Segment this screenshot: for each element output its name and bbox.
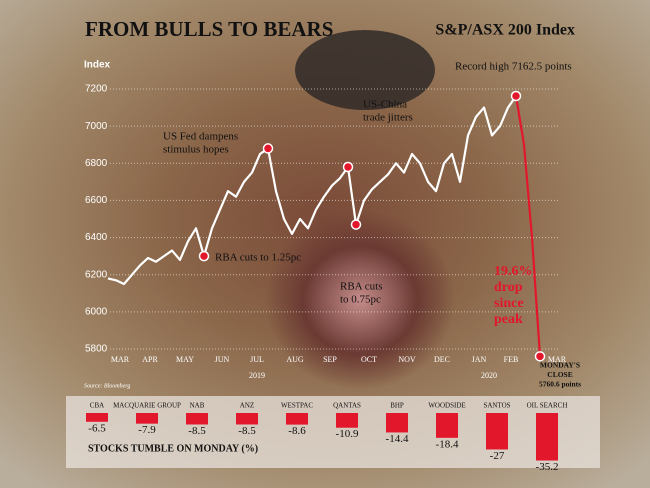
value-label: -8.6 (288, 425, 306, 437)
chart-title: FROM BULLS TO BEARS (85, 17, 333, 41)
annotation: drop (494, 280, 523, 295)
bar (336, 413, 358, 428)
value-label: -10.9 (336, 428, 359, 440)
x-tick-label: APR (142, 355, 158, 364)
x-tick-label: FEB (504, 355, 519, 364)
bar (236, 413, 258, 425)
x-tick-label: NOV (398, 355, 416, 364)
stock-name: MACQUARIE GROUP (113, 402, 181, 410)
y-axis-label: Index (84, 60, 111, 71)
stock-name: QANTAS (333, 402, 361, 410)
annotation-point (198, 250, 210, 262)
x-tick-label: JUL (250, 355, 264, 364)
bar (286, 413, 308, 425)
annotation: RBA cuts to 1.25pc (215, 252, 301, 264)
year-label: 2020 (481, 371, 497, 380)
y-tick-label: 5800 (85, 344, 108, 355)
x-tick-label: OCT (361, 355, 377, 364)
annotation-point (262, 143, 274, 154)
y-tick-label: 6600 (85, 195, 108, 206)
stock-name: BHP (390, 402, 404, 410)
annotation-point (350, 219, 362, 230)
bear-nose (295, 30, 435, 110)
year-label: 2019 (249, 371, 265, 380)
annotation: stimulus hopes (163, 144, 229, 156)
bar (436, 413, 458, 438)
x-tick-label: MAR (111, 355, 130, 364)
stocks-title: STOCKS TUMBLE ON MONDAY (%) (88, 443, 258, 454)
annotation-point (534, 351, 546, 362)
annotation: US Fed dampens (163, 131, 238, 143)
annotation: Record high 7162.5 points (455, 61, 572, 73)
source: Source: Bloomberg (84, 383, 130, 389)
stock-name: SANTOS (483, 402, 510, 410)
value-label: -7.9 (138, 424, 156, 436)
stock-name: WESTPAC (281, 402, 313, 410)
x-tick-label: SEP (323, 355, 337, 364)
stock-name: WOODSIDE (428, 402, 465, 410)
annotation: RBA cuts (340, 281, 382, 293)
index-line (107, 95, 517, 286)
annotation: 19.6% (494, 264, 533, 279)
value-label: -6.5 (88, 422, 106, 434)
stock-name: NAB (190, 402, 205, 410)
value-label: -8.5 (188, 425, 206, 437)
stock-name: ANZ (240, 402, 254, 410)
chart-subtitle: S&P/ASX 200 Index (435, 22, 575, 39)
y-tick-label: 6200 (85, 269, 108, 280)
annotation: since (494, 296, 524, 311)
annotation: CLOSE (547, 370, 572, 379)
bar (86, 413, 108, 422)
y-tick-label: 6000 (85, 306, 108, 317)
value-label: -35.2 (536, 461, 559, 473)
y-tick-label: 7200 (85, 84, 108, 95)
bar (536, 413, 558, 461)
stock-name: CBA (90, 402, 104, 410)
value-label: -14.4 (386, 433, 409, 445)
x-tick-label: AUG (286, 355, 304, 364)
value-label: -8.5 (238, 425, 256, 437)
annotation: peak (494, 312, 523, 327)
bear-mouth (265, 210, 455, 390)
annotation-point (342, 161, 354, 173)
y-tick-label: 6400 (85, 232, 108, 243)
bar (186, 413, 208, 425)
bar (486, 413, 508, 450)
annotation: 5760.6 points (539, 380, 581, 389)
bar (136, 413, 158, 424)
drop-line (514, 95, 542, 357)
annotation: MONDAY'S (540, 361, 580, 370)
stock-name: OIL SEARCH (527, 402, 568, 410)
annotation: US-China (363, 99, 407, 111)
annotation: trade jitters (363, 112, 413, 124)
y-tick-label: 6800 (85, 158, 108, 169)
annotation: to 0.75pc (340, 294, 381, 306)
stocks-panel (66, 396, 600, 468)
x-tick-label: MAY (176, 355, 194, 364)
value-label: -27 (490, 450, 505, 462)
bar (386, 413, 408, 433)
x-tick-label: JAN (472, 355, 487, 364)
y-tick-label: 7000 (85, 121, 108, 132)
value-label: -18.4 (436, 438, 459, 450)
x-tick-label: JUN (215, 355, 230, 364)
x-tick-label: MAR (548, 355, 567, 364)
annotation-point (510, 90, 522, 102)
x-tick-label: DEC (434, 355, 450, 364)
